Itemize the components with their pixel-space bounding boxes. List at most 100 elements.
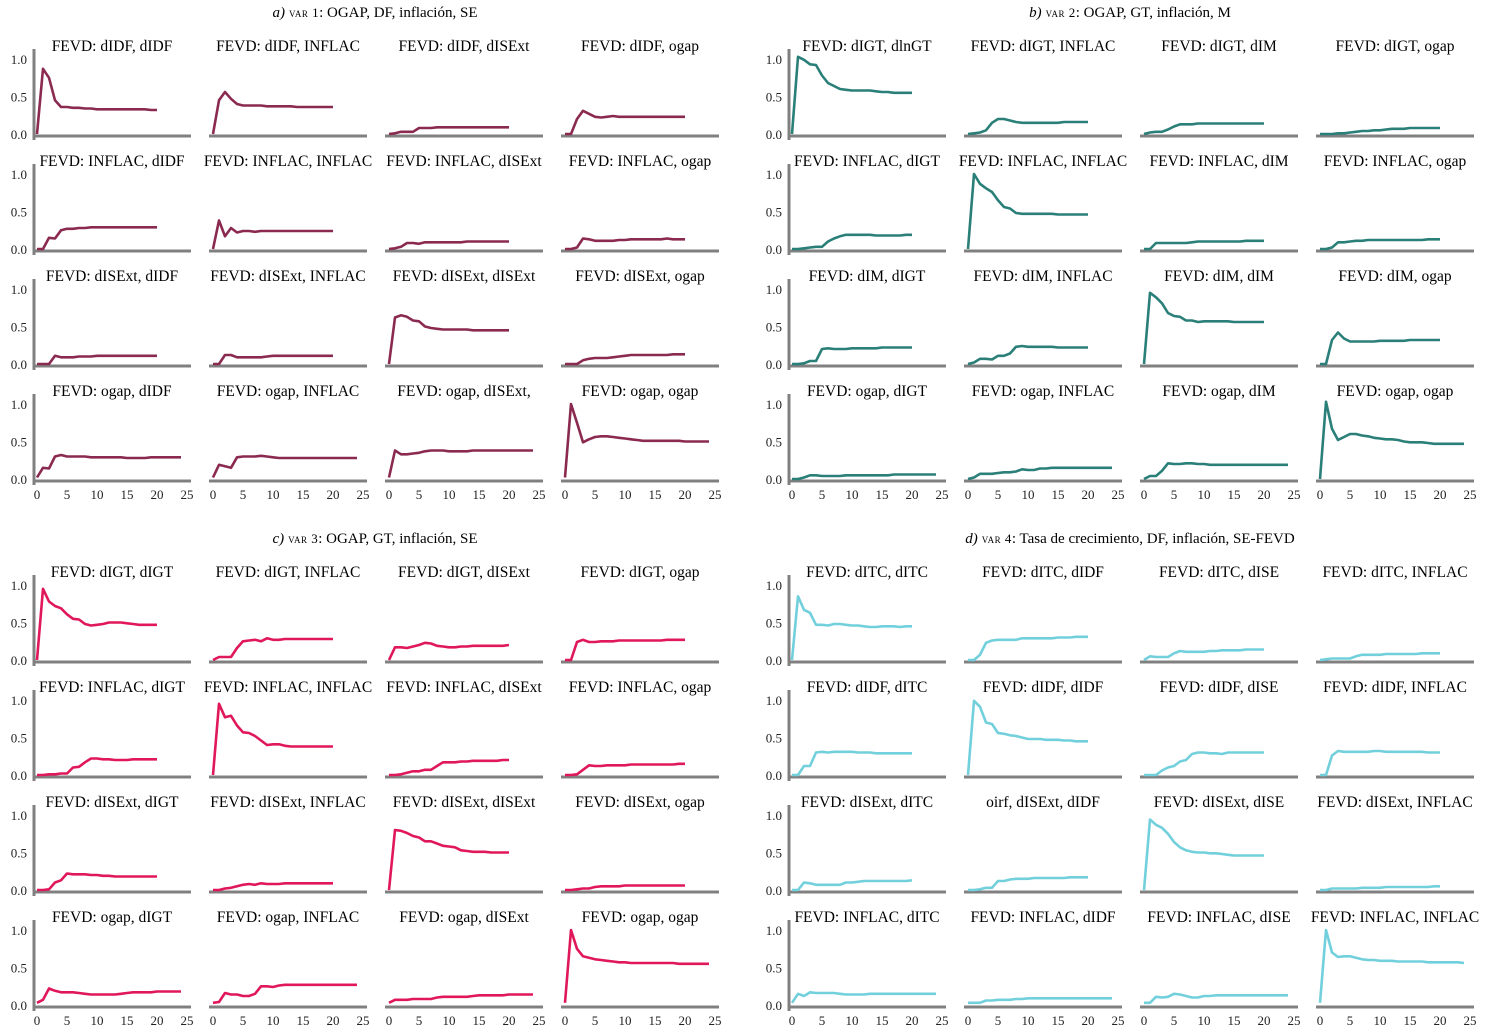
subplot-title: FEVD: dIGT, ogap bbox=[1336, 38, 1455, 55]
fevd-line bbox=[1144, 751, 1264, 777]
y-tick-label: 0.0 bbox=[11, 242, 27, 257]
subplot-title: FEVD: dISExt, dIGT bbox=[45, 794, 179, 811]
panel-title: d) var 4: Tasa de crecimiento, DF, inflac… bbox=[965, 531, 1295, 547]
y-tick-label: 1.0 bbox=[766, 52, 782, 67]
subplot: FEVD: dISExt, dISExt bbox=[385, 268, 543, 368]
x-tick-label: 10 bbox=[91, 487, 104, 502]
fevd-line bbox=[37, 872, 157, 892]
fevd-line bbox=[211, 90, 333, 135]
x-tick-label: 0 bbox=[1317, 1013, 1324, 1028]
subplot: FEVD: INFLAC, INFLAC bbox=[204, 153, 372, 253]
subplot: FEVD: INFLAC, INFLAC 0 5 10 15 20 25 bbox=[1311, 909, 1479, 1028]
subplot: FEVD: dISExt, ogap bbox=[561, 794, 719, 894]
y-tick-label: 0.0 bbox=[11, 127, 27, 142]
x-tick-label: 20 bbox=[151, 1013, 164, 1028]
y-tick-label: 0.0 bbox=[766, 357, 782, 372]
x-tick-label: 5 bbox=[1347, 1013, 1354, 1028]
x-tick-label: 5 bbox=[240, 1013, 247, 1028]
y-tick-label: 1.0 bbox=[766, 808, 782, 823]
fevd-line bbox=[1320, 331, 1440, 366]
fevd-line bbox=[565, 762, 685, 777]
panel-var: var 4 bbox=[982, 531, 1012, 546]
subplot: FEVD: dIGT, dIGT 0.0 0.5 1.0 bbox=[11, 564, 191, 668]
x-tick-label: 0 bbox=[1141, 1013, 1148, 1028]
x-tick-label: 15 bbox=[649, 487, 662, 502]
subplot-title: FEVD: dIDF, INFLAC bbox=[1323, 679, 1467, 696]
x-tick-label: 25 bbox=[936, 1013, 949, 1028]
x-tick-label: 0 bbox=[789, 1013, 796, 1028]
subplot-title: FEVD: INFLAC, INFLAC bbox=[1311, 909, 1479, 926]
fevd-line bbox=[37, 226, 157, 251]
subplot-title: FEVD: dITC, dIDF bbox=[982, 564, 1104, 581]
subplot: FEVD: dITC, dISE bbox=[1140, 564, 1298, 664]
subplot-title: FEVD: dIDF, dITC bbox=[807, 679, 928, 696]
x-tick-label: 10 bbox=[443, 487, 456, 502]
x-tick-label: 25 bbox=[533, 487, 546, 502]
subplot-title: FEVD: dIM, INFLAC bbox=[973, 268, 1112, 285]
fevd-line bbox=[966, 172, 1088, 250]
fevd-line bbox=[36, 987, 181, 1004]
x-tick-label: 10 bbox=[1198, 1013, 1211, 1028]
x-tick-label: 25 bbox=[357, 1013, 370, 1028]
fevd-line bbox=[565, 237, 685, 251]
subplot: FEVD: ogap, INFLAC 0 5 10 15 20 25 bbox=[964, 383, 1125, 502]
subplot-title: FEVD: dIDF, dIDF bbox=[52, 38, 173, 55]
fevd-line bbox=[35, 453, 181, 479]
y-tick-label: 1.0 bbox=[766, 923, 782, 938]
subplot-title: FEVD: INFLAC, dIDF bbox=[970, 909, 1115, 926]
x-tick-label: 15 bbox=[297, 1013, 310, 1028]
fevd-line bbox=[37, 757, 157, 777]
subplot-title: FEVD: dIM, ogap bbox=[1338, 268, 1451, 285]
subplot-title: FEVD: ogap, dIM bbox=[1162, 383, 1275, 400]
subplot: oirf, dISExt, dIDF bbox=[964, 794, 1122, 894]
subplot: FEVD: dISExt, dIDF 0.0 0.5 1.0 bbox=[11, 268, 191, 372]
subplot: FEVD: INFLAC, ogap bbox=[561, 153, 719, 253]
subplot-title: FEVD: dISExt, INFLAC bbox=[1317, 794, 1472, 811]
subplot: FEVD: dISExt, dITC 0.0 0.5 1.0 bbox=[766, 794, 946, 898]
x-tick-label: 20 bbox=[503, 487, 516, 502]
x-tick-label: 25 bbox=[181, 1013, 194, 1028]
panel-label: b) bbox=[1029, 5, 1042, 21]
panel-c: c) var 3: OGAP, GT, inflación, SE FEVD: dI… bbox=[11, 531, 722, 1028]
subplot: FEVD: dIGT, dIM bbox=[1140, 38, 1298, 138]
x-tick-label: 10 bbox=[846, 487, 859, 502]
subplot: FEVD: dIM, dIGT 0.0 0.5 1.0 bbox=[766, 268, 946, 372]
fevd-line bbox=[565, 884, 685, 892]
x-tick-label: 0 bbox=[210, 1013, 217, 1028]
subplot: FEVD: dIGT, ogap bbox=[1316, 38, 1474, 138]
x-tick-label: 20 bbox=[503, 1013, 516, 1028]
subplot: FEVD: dIGT, dISExt bbox=[385, 564, 543, 664]
x-tick-label: 20 bbox=[327, 487, 340, 502]
x-tick-label: 0 bbox=[789, 487, 796, 502]
y-tick-label: 1.0 bbox=[11, 808, 27, 823]
x-tick-label: 25 bbox=[1112, 1013, 1125, 1028]
fevd-line bbox=[563, 402, 709, 478]
subplot-title: FEVD: dIGT, dIGT bbox=[51, 564, 174, 581]
fevd-line bbox=[967, 117, 1088, 136]
subplot-title: FEVD: dIM, dIGT bbox=[809, 268, 926, 285]
subplot: FEVD: ogap, dIM 0 5 10 15 20 25 bbox=[1140, 383, 1301, 502]
x-tick-label: 20 bbox=[679, 1013, 692, 1028]
fevd-line bbox=[1320, 238, 1440, 251]
subplot-title: FEVD: dIDF, dISE bbox=[1160, 679, 1279, 696]
y-tick-label: 1.0 bbox=[11, 282, 27, 297]
x-tick-label: 25 bbox=[181, 487, 194, 502]
subplot-title: FEVD: ogap, INFLAC bbox=[217, 383, 360, 400]
x-tick-label: 25 bbox=[1464, 1013, 1477, 1028]
fevd-line bbox=[388, 993, 533, 1004]
subplot-title: FEVD: dITC, dISE bbox=[1159, 564, 1279, 581]
y-tick-label: 0.5 bbox=[11, 961, 27, 976]
x-tick-label: 15 bbox=[649, 1013, 662, 1028]
subplot-title: FEVD: INFLAC, INFLAC bbox=[204, 679, 372, 696]
subplot: FEVD: dIGT, dlnGT 0.0 0.5 1.0 bbox=[766, 38, 946, 142]
y-tick-label: 1.0 bbox=[11, 397, 27, 412]
x-tick-label: 20 bbox=[1434, 1013, 1447, 1028]
fevd-line bbox=[389, 758, 509, 777]
fevd-line bbox=[212, 636, 333, 662]
subplot: FEVD: dISExt, ogap bbox=[561, 268, 719, 368]
x-tick-label: 20 bbox=[1258, 487, 1271, 502]
y-tick-label: 0.0 bbox=[766, 653, 782, 668]
subplot-title: FEVD: ogap, dIDF bbox=[52, 383, 172, 400]
subplot: FEVD: dIDF, INFLAC bbox=[209, 38, 367, 138]
x-tick-label: 0 bbox=[965, 487, 972, 502]
